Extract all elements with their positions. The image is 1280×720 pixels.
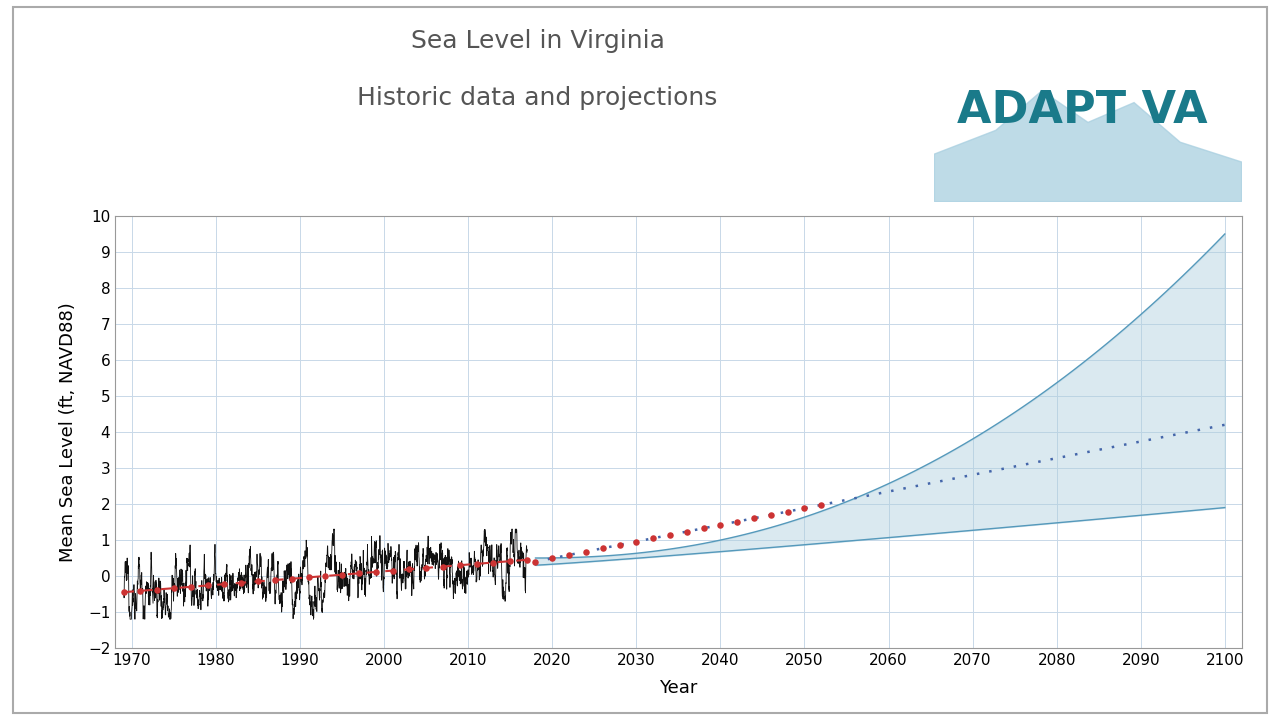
Point [576, 546, 596, 557]
Point [348, 567, 369, 579]
Point [694, 523, 714, 534]
Point [332, 569, 352, 580]
Point [214, 578, 234, 590]
Point [416, 562, 436, 574]
Point [559, 549, 580, 561]
Point [525, 556, 545, 567]
Point [609, 539, 630, 551]
Point [626, 536, 646, 547]
Point [197, 580, 218, 591]
Point [484, 557, 504, 568]
Text: Historic data and projections: Historic data and projections [357, 86, 718, 110]
Point [710, 519, 731, 531]
Text: Sea Level in Virginia: Sea Level in Virginia [411, 29, 664, 53]
Point [812, 499, 832, 510]
Point [659, 529, 680, 541]
Point [677, 526, 698, 537]
Point [282, 573, 302, 585]
Point [366, 566, 387, 577]
Point [114, 586, 134, 598]
Point [383, 564, 403, 576]
Point [433, 561, 453, 572]
Point [643, 533, 663, 544]
Point [131, 585, 151, 597]
Point [517, 554, 538, 566]
Point [500, 555, 521, 567]
Point [298, 572, 319, 583]
X-axis label: Year: Year [659, 679, 698, 697]
Point [744, 513, 764, 524]
Point [466, 558, 486, 570]
Polygon shape [934, 91, 1242, 202]
Point [449, 559, 470, 571]
Point [180, 581, 201, 593]
Point [777, 505, 797, 517]
Point [164, 582, 184, 594]
Point [315, 570, 335, 582]
Point [248, 576, 269, 588]
Y-axis label: Mean Sea Level (ft, NAVD88): Mean Sea Level (ft, NAVD88) [59, 302, 77, 562]
Point [541, 552, 562, 564]
Point [593, 542, 613, 554]
Point [727, 516, 748, 527]
Text: ADAPT VA: ADAPT VA [956, 89, 1207, 132]
Point [795, 503, 815, 514]
Point [147, 584, 168, 595]
Point [399, 564, 420, 575]
Point [760, 509, 781, 521]
Point [232, 577, 252, 588]
Point [265, 575, 285, 586]
